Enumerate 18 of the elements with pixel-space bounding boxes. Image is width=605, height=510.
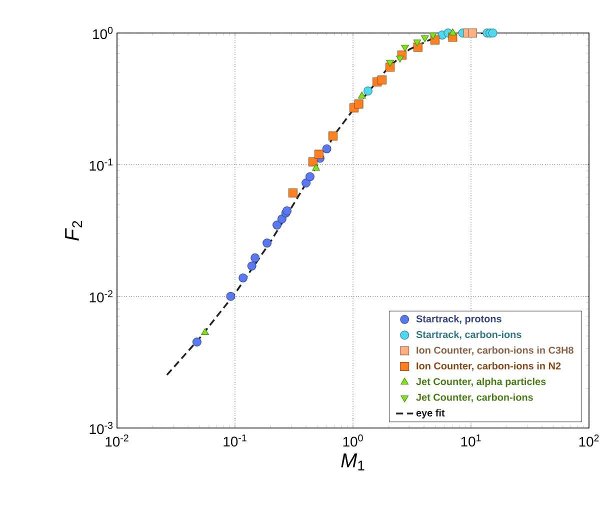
y-tick-label: 10$^{-2}$ xyxy=(90,290,112,302)
x-tick-label: 10$^{0}$ xyxy=(343,434,363,447)
legend-label: Ion Counter, carbon-ions in C3H8 xyxy=(416,346,574,356)
y-axis-title: F$_{2}$ xyxy=(65,221,82,241)
legend-label: Ion Counter, carbon-ions in N2 xyxy=(416,362,561,371)
legend-label: Startrack, protons xyxy=(416,315,502,324)
y-tick-label: 10$^{-1}$ xyxy=(90,158,112,171)
legend-label: eye fit xyxy=(416,409,445,418)
x-tick-label: 10$^{-2}$ xyxy=(106,434,128,447)
y-tick-label: 10$^{0}$ xyxy=(93,26,113,40)
x-tick-label: 10$^{1}$ xyxy=(461,434,481,447)
x-tick-label: 10$^{2}$ xyxy=(579,434,599,447)
legend-label: Jet Counter, carbon-ions xyxy=(416,393,533,402)
x-axis-title: M$_{1}$ xyxy=(341,454,364,470)
legend-label: Startrack, carbon-ions xyxy=(416,330,522,340)
y-tick-label: 10$^{-3}$ xyxy=(90,422,113,434)
x-tick-label: 10$^{-1}$ xyxy=(224,434,246,447)
legend-label: Jet Counter, alpha particles xyxy=(416,378,546,388)
